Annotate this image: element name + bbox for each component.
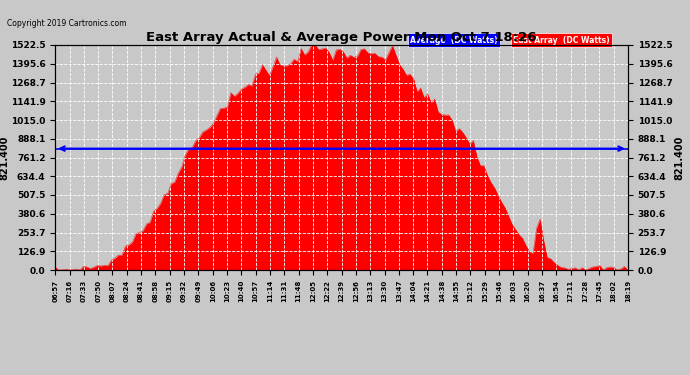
Text: Copyright 2019 Cartronics.com: Copyright 2019 Cartronics.com (7, 19, 126, 28)
Text: Average  (DC Watts): Average (DC Watts) (411, 36, 498, 45)
Text: East Array  (DC Watts): East Array (DC Watts) (513, 36, 610, 45)
Y-axis label: 821.400: 821.400 (0, 135, 9, 180)
Y-axis label: 821.400: 821.400 (674, 135, 684, 180)
Title: East Array Actual & Average Power Mon Oct 7 18:26: East Array Actual & Average Power Mon Oc… (146, 31, 537, 44)
